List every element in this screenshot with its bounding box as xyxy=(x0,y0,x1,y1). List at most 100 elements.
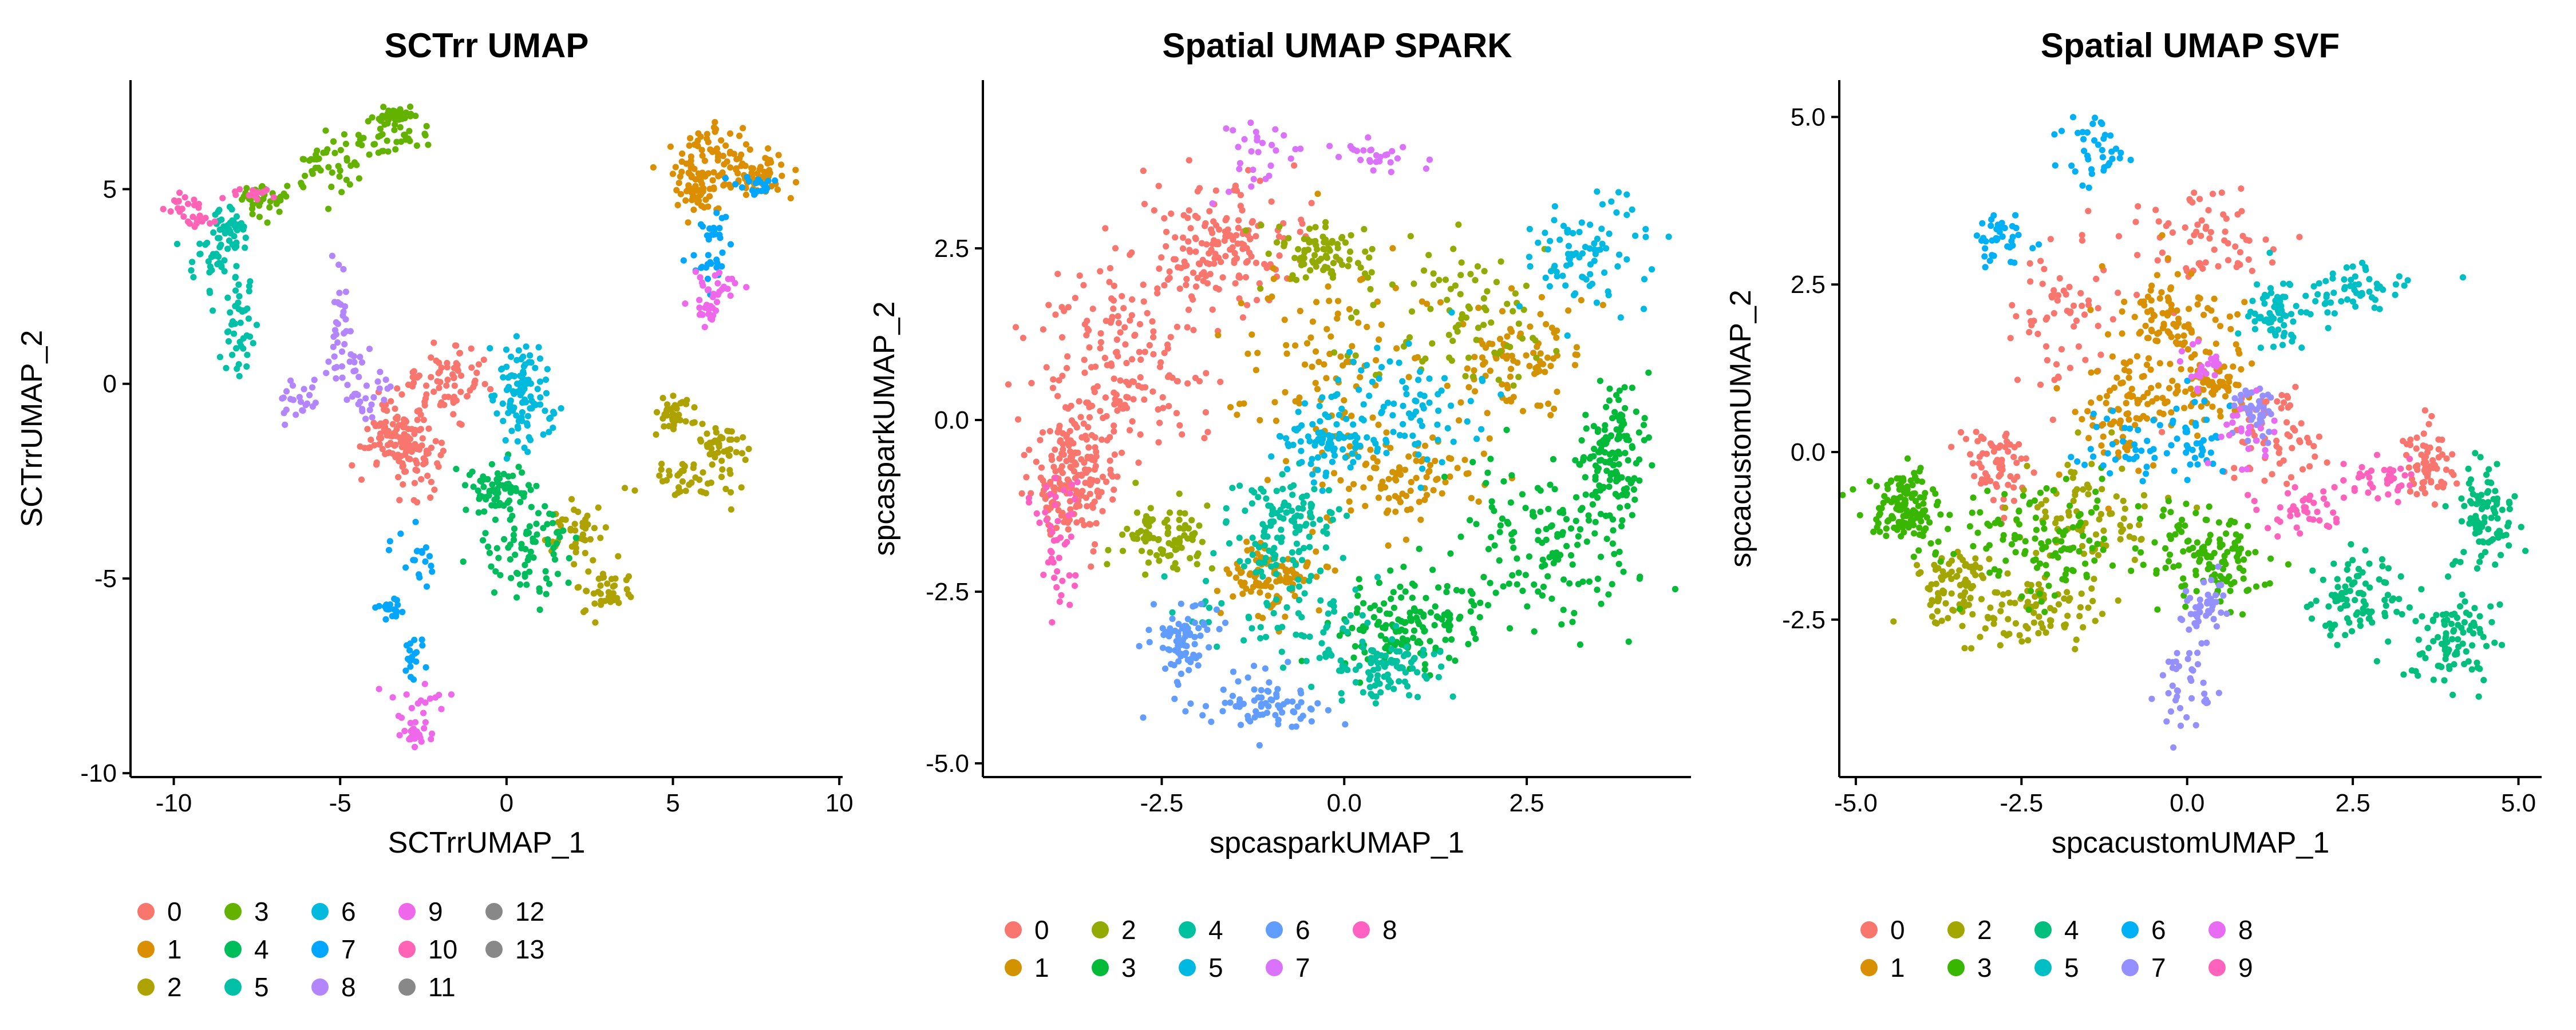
point-cluster-3 xyxy=(1524,603,1531,610)
point-cluster-5 xyxy=(1298,447,1305,454)
point-cluster-1 xyxy=(1303,563,1310,570)
point-cluster-1 xyxy=(2202,348,2209,355)
point-cluster-4 xyxy=(1252,541,1259,548)
point-cluster-1 xyxy=(1337,353,1344,360)
point-cluster-2 xyxy=(2121,505,2128,512)
point-cluster-3 xyxy=(1371,602,1378,609)
point-cluster-3 xyxy=(2100,546,2107,553)
point-cluster-2 xyxy=(1182,522,1188,529)
point-cluster-3 xyxy=(1444,583,1451,590)
point-cluster-2 xyxy=(674,472,681,479)
point-cluster-4 xyxy=(1316,655,1323,661)
point-cluster-7 xyxy=(749,187,756,194)
legend-label: 11 xyxy=(428,972,456,1002)
point-cluster-2 xyxy=(1957,581,1963,589)
point-cluster-2 xyxy=(2096,516,2103,523)
point-cluster-0 xyxy=(1164,341,1171,348)
point-cluster-2 xyxy=(1987,604,1994,611)
point-cluster-1 xyxy=(1313,299,1320,306)
point-cluster-0 xyxy=(391,429,398,436)
point-cluster-0 xyxy=(1996,465,2003,472)
legend-item-6: 6 xyxy=(1266,915,1310,945)
point-cluster-4 xyxy=(546,510,553,517)
point-cluster-0 xyxy=(1179,431,1186,438)
point-cluster-2 xyxy=(2097,510,2104,518)
point-cluster-1 xyxy=(2079,416,2085,423)
point-cluster-7 xyxy=(680,257,687,264)
point-cluster-2 xyxy=(1954,573,1961,580)
point-cluster-2 xyxy=(717,434,724,441)
point-cluster-1 xyxy=(1313,573,1320,580)
point-cluster-2 xyxy=(2004,632,2010,639)
point-cluster-2 xyxy=(728,428,735,435)
point-cluster-1 xyxy=(1572,351,1579,358)
point-cluster-3 xyxy=(377,125,384,132)
point-cluster-3 xyxy=(1631,496,1638,503)
point-cluster-3 xyxy=(375,133,382,140)
point-cluster-1 xyxy=(1413,474,1420,481)
point-cluster-3 xyxy=(1384,610,1390,617)
point-cluster-2 xyxy=(1328,268,1336,275)
point-cluster-1 xyxy=(1439,490,1445,497)
point-cluster-1 xyxy=(1539,360,1547,367)
legend-label: 8 xyxy=(341,972,356,1002)
point-cluster-5 xyxy=(1553,268,1560,275)
point-cluster-5 xyxy=(231,320,238,327)
point-cluster-8 xyxy=(334,320,342,327)
point-cluster-0 xyxy=(1242,274,1249,281)
point-cluster-1 xyxy=(1385,495,1392,502)
point-cluster-1 xyxy=(719,169,726,176)
point-cluster-0 xyxy=(1172,234,1179,241)
point-cluster-0 xyxy=(2262,236,2269,243)
point-cluster-0 xyxy=(2427,444,2433,451)
point-cluster-6 xyxy=(1219,708,1226,715)
point-cluster-3 xyxy=(1531,628,1538,635)
point-cluster-4 xyxy=(483,496,489,503)
point-cluster-3 xyxy=(1618,474,1625,481)
point-cluster-5 xyxy=(1319,487,1326,494)
point-cluster-4 xyxy=(515,464,522,470)
point-cluster-4 xyxy=(1274,534,1281,541)
point-cluster-2 xyxy=(2032,593,2038,600)
point-cluster-3 xyxy=(2162,564,2169,572)
point-cluster-9 xyxy=(411,743,418,751)
point-cluster-5 xyxy=(1350,459,1357,466)
point-cluster-2 xyxy=(1362,248,1369,255)
point-cluster-1 xyxy=(2178,366,2184,373)
legend-item-5: 5 xyxy=(1179,953,1223,983)
legend-label: 1 xyxy=(167,934,182,964)
point-cluster-5 xyxy=(1415,451,1422,458)
point-cluster-0 xyxy=(1005,381,1012,388)
point-cluster-1 xyxy=(1364,323,1370,331)
point-cluster-0 xyxy=(2251,432,2258,439)
point-cluster-2 xyxy=(1463,314,1469,321)
point-cluster-3 xyxy=(1548,522,1555,529)
point-cluster-3 xyxy=(1950,550,1957,557)
point-cluster-1 xyxy=(1350,481,1357,488)
point-cluster-5 xyxy=(1389,412,1396,419)
point-cluster-2 xyxy=(2072,645,2079,652)
point-cluster-2 xyxy=(2030,609,2037,616)
point-cluster-2 xyxy=(2035,629,2042,637)
point-cluster-3 xyxy=(243,185,250,192)
point-cluster-4 xyxy=(1223,505,1230,512)
point-cluster-2 xyxy=(1493,279,1500,286)
point-cluster-3 xyxy=(2052,537,2059,544)
point-cluster-3 xyxy=(407,104,414,110)
point-cluster-2 xyxy=(1510,308,1516,315)
point-cluster-0 xyxy=(1990,497,1997,504)
point-cluster-3 xyxy=(1519,587,1526,595)
point-cluster-4 xyxy=(488,502,495,509)
point-cluster-0 xyxy=(2013,459,2020,466)
point-cluster-8 xyxy=(370,394,377,401)
point-cluster-2 xyxy=(602,524,609,531)
point-cluster-1 xyxy=(1340,362,1346,369)
point-cluster-0 xyxy=(402,418,409,425)
point-cluster-10 xyxy=(184,200,192,207)
point-cluster-5 xyxy=(1346,348,1353,355)
point-cluster-0 xyxy=(1059,373,1066,379)
point-cluster-1 xyxy=(1480,361,1487,368)
point-cluster-5 xyxy=(1640,306,1647,312)
point-cluster-1 xyxy=(2103,399,2109,407)
point-cluster-2 xyxy=(659,415,666,422)
